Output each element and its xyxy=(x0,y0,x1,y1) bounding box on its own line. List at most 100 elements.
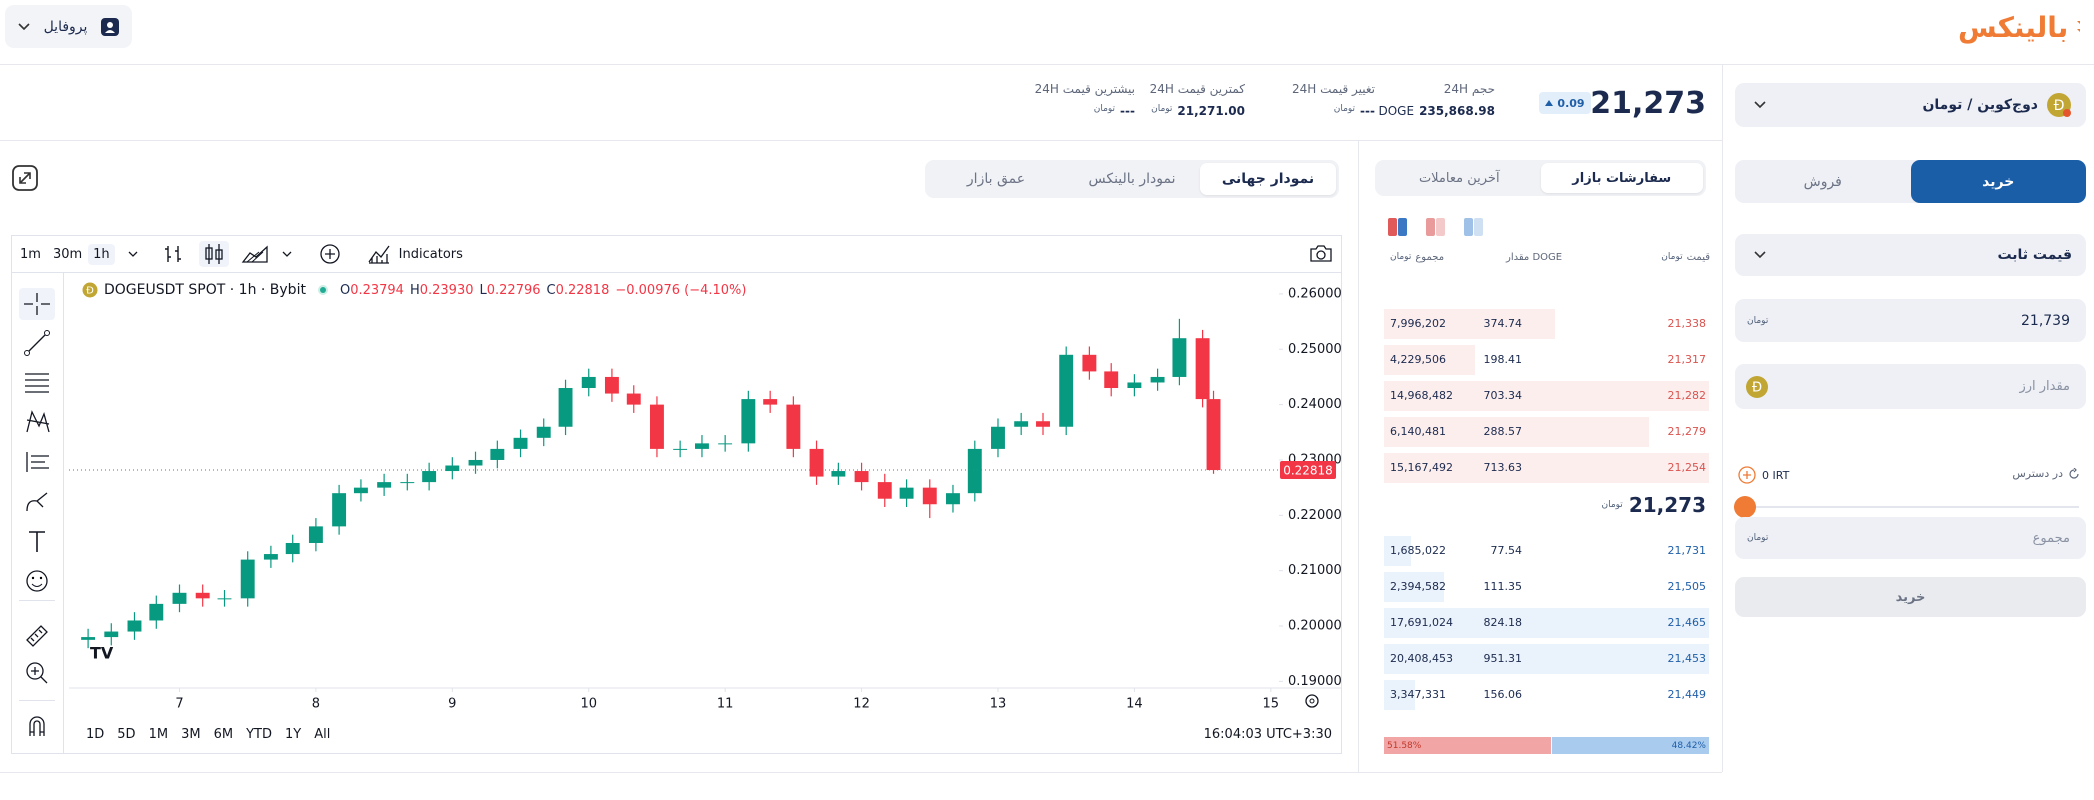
order-price: 21,338 xyxy=(1667,317,1707,330)
tab[interactable]: عمق بازار xyxy=(966,171,1026,187)
pair-select[interactable]: دوج‌کوین / تومان Ð xyxy=(1735,83,2086,127)
tab[interactable]: نمودار بالینکس xyxy=(1088,171,1176,187)
depth-bar xyxy=(1384,572,1444,602)
deposit-button[interactable] xyxy=(1738,466,1756,484)
range-button[interactable]: 1D xyxy=(86,727,105,742)
zoom-tool[interactable] xyxy=(19,657,55,689)
candle-body xyxy=(1059,354,1074,427)
chevron-icon[interactable] xyxy=(127,250,139,258)
logo[interactable]: بالینکس xyxy=(1958,6,2080,48)
candle-body xyxy=(149,603,164,621)
order-price: 21,731 xyxy=(1667,544,1707,557)
interval[interactable]: 1h xyxy=(88,243,115,265)
ask-row[interactable]: 21,254 713.63 15,167,492 xyxy=(1384,453,1710,483)
indicators-button[interactable]: Indicators xyxy=(398,246,463,262)
logo-text: بالینکس xyxy=(1958,10,2069,44)
compare-icon[interactable] xyxy=(319,243,341,265)
emoji-tool[interactable] xyxy=(19,565,55,597)
stat-value: 235,868.98 xyxy=(1419,104,1495,118)
price-input-value: 21,739 xyxy=(2021,312,2070,329)
submit-button[interactable]: خرید xyxy=(1735,577,2086,617)
view-bids[interactable] xyxy=(1464,218,1483,236)
interval[interactable]: 30m xyxy=(52,246,83,262)
candle-body xyxy=(786,404,801,449)
range-button[interactable]: 6M xyxy=(213,727,234,742)
pattern-tool[interactable] xyxy=(19,406,55,438)
ask-row[interactable]: 21,279 288.57 6,140,481 xyxy=(1384,417,1710,447)
sell-tab[interactable]: فروش xyxy=(1803,173,1842,190)
candle-body xyxy=(718,443,733,445)
screenshot-icon[interactable] xyxy=(1308,242,1334,264)
bid-row[interactable]: 21,449 156.06 3,347,331 xyxy=(1384,680,1710,710)
stat-value: 21,271.00 xyxy=(1177,104,1245,118)
bid-row[interactable]: 21,453 951.31 20,408,453 xyxy=(1384,644,1710,674)
text-tool[interactable] xyxy=(19,525,55,557)
ruler-tool[interactable] xyxy=(19,618,55,650)
interval[interactable]: 1m xyxy=(20,246,41,262)
available-amount: 0 IRT xyxy=(1762,468,1790,482)
slider-knob[interactable] xyxy=(1734,496,1756,518)
tab[interactable]: آخرین معاملات xyxy=(1418,170,1500,186)
tab[interactable]: نمودار جهانی xyxy=(1200,163,1336,195)
ask-row[interactable]: 21,338 374.74 7,996,202 xyxy=(1384,309,1710,339)
range-button[interactable]: 1Y xyxy=(284,727,302,742)
bid-row[interactable]: 21,731 77.54 1,685,022 xyxy=(1384,536,1710,566)
indicators-icon[interactable] xyxy=(367,243,391,265)
candle-body xyxy=(263,554,278,560)
profile-button[interactable]: پروفایل xyxy=(5,5,132,48)
ohlc-label: C xyxy=(546,282,556,298)
order-price: 21,453 xyxy=(1667,652,1707,665)
depth-bar xyxy=(1384,680,1415,710)
bars-icon[interactable] xyxy=(161,243,187,265)
price-input[interactable]: تومان 21,739 xyxy=(1735,299,2086,342)
divider xyxy=(11,272,1342,273)
bid-row[interactable]: 21,465 824.18 17,691,024 xyxy=(1384,608,1710,638)
candle-body xyxy=(285,542,300,555)
fib-tool[interactable] xyxy=(19,366,55,398)
ask-row[interactable]: 21,317 198.41 4,229,506 xyxy=(1384,345,1710,375)
ohlc-value: 0.23930 xyxy=(419,282,474,298)
candle-body xyxy=(422,471,437,483)
header-total: تومان مجموع xyxy=(1390,252,1444,263)
candle-body xyxy=(400,482,415,484)
magnet-tool[interactable] xyxy=(19,710,55,742)
status-dot xyxy=(317,285,328,295)
view-asks[interactable] xyxy=(1426,218,1445,236)
buy-tab[interactable]: خرید xyxy=(1910,160,2086,203)
crosshair-tool[interactable] xyxy=(19,288,55,320)
ask-row[interactable]: 21,282 703.34 14,968,482 xyxy=(1384,381,1710,411)
bid-row[interactable]: 21,505 111.35 2,394,582 xyxy=(1384,572,1710,602)
candle-body xyxy=(967,448,982,494)
trendline-tool[interactable] xyxy=(19,327,55,359)
change-badge: 0.09 xyxy=(1539,92,1591,114)
settings-icon[interactable] xyxy=(1305,694,1319,708)
refresh-icon[interactable] xyxy=(2068,467,2080,480)
chart-legend: Ð DOGEUSDT SPOT · 1h · Bybit O0.23794 H0… xyxy=(82,282,746,298)
order-amount: 288.57 xyxy=(1483,425,1523,438)
range-button[interactable]: 5D xyxy=(117,727,136,742)
range-button[interactable]: All xyxy=(314,727,331,742)
coin-icon: Ð xyxy=(2047,93,2071,117)
order-type-select[interactable]: قیمت ثابت xyxy=(1735,234,2086,276)
candle-body xyxy=(308,526,323,543)
sell-ratio: 51.58% xyxy=(1384,737,1552,754)
brush-tool[interactable] xyxy=(19,485,55,517)
range-button[interactable]: 1M xyxy=(148,727,169,742)
amount-input[interactable]: Ð مقدار ارز xyxy=(1735,364,2086,409)
chevron-icon[interactable] xyxy=(281,250,293,258)
range-button[interactable]: 3M xyxy=(181,727,201,742)
currency-unit: تومان xyxy=(1390,252,1412,262)
tab[interactable]: سفارشات بازار xyxy=(1540,163,1703,193)
view-both[interactable] xyxy=(1388,218,1407,236)
mid-price-value: 21,273 xyxy=(1628,493,1706,517)
header-price: تومان قیمت xyxy=(1661,252,1710,263)
expand-button[interactable] xyxy=(12,165,38,191)
prediction-tool[interactable] xyxy=(19,446,55,478)
area-icon[interactable] xyxy=(241,244,269,264)
candles-icon[interactable] xyxy=(198,241,229,267)
range-button[interactable]: YTD xyxy=(246,727,272,742)
total-input[interactable]: تومان مجموع xyxy=(1735,517,2086,559)
order-price: 21,449 xyxy=(1667,688,1707,701)
slider-track xyxy=(1745,506,2079,508)
depth-bar xyxy=(1384,453,1709,483)
